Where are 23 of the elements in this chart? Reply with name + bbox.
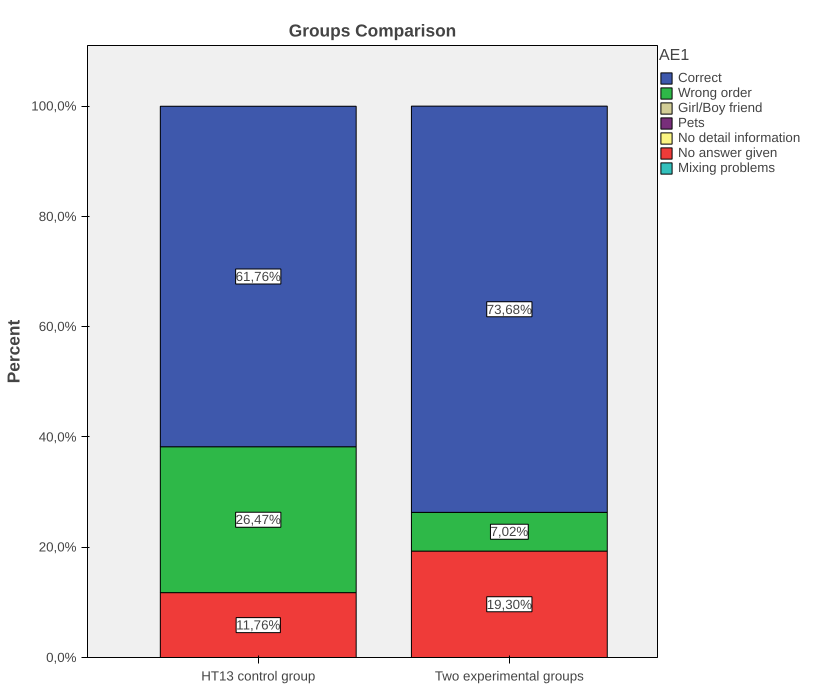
- y-tick-label: 20,0%: [38, 540, 77, 555]
- x-tick-label: HT13 control group: [201, 668, 316, 684]
- chart-title: Groups Comparison: [288, 20, 456, 40]
- legend-label: Girl/Boy friend: [678, 100, 762, 115]
- data-label: 26,47%: [236, 512, 281, 528]
- y-axis-title: Percent: [3, 319, 24, 384]
- y-tick-label: 80,0%: [38, 208, 77, 224]
- legend-label: Mixing problems: [678, 160, 776, 175]
- data-label: 19,30%: [486, 596, 532, 612]
- data-label: 11,76%: [236, 618, 281, 633]
- data-label: 61,76%: [236, 268, 281, 284]
- legend-label: Wrong order: [678, 85, 752, 100]
- legend-label: No answer given: [678, 145, 778, 160]
- y-tick-label: 0,0%: [46, 650, 77, 665]
- legend-label: No detail information: [678, 130, 800, 145]
- legend-label: Pets: [678, 115, 705, 130]
- x-tick-label: Two experimental groups: [434, 668, 584, 684]
- y-tick-label: 60,0%: [38, 319, 77, 334]
- legend-label: Correct: [678, 70, 722, 85]
- legend-title: AE1: [659, 47, 690, 65]
- y-tick-label: 100,0%: [31, 98, 77, 114]
- y-tick-label: 40,0%: [38, 429, 77, 444]
- data-label: 73,68%: [486, 302, 532, 317]
